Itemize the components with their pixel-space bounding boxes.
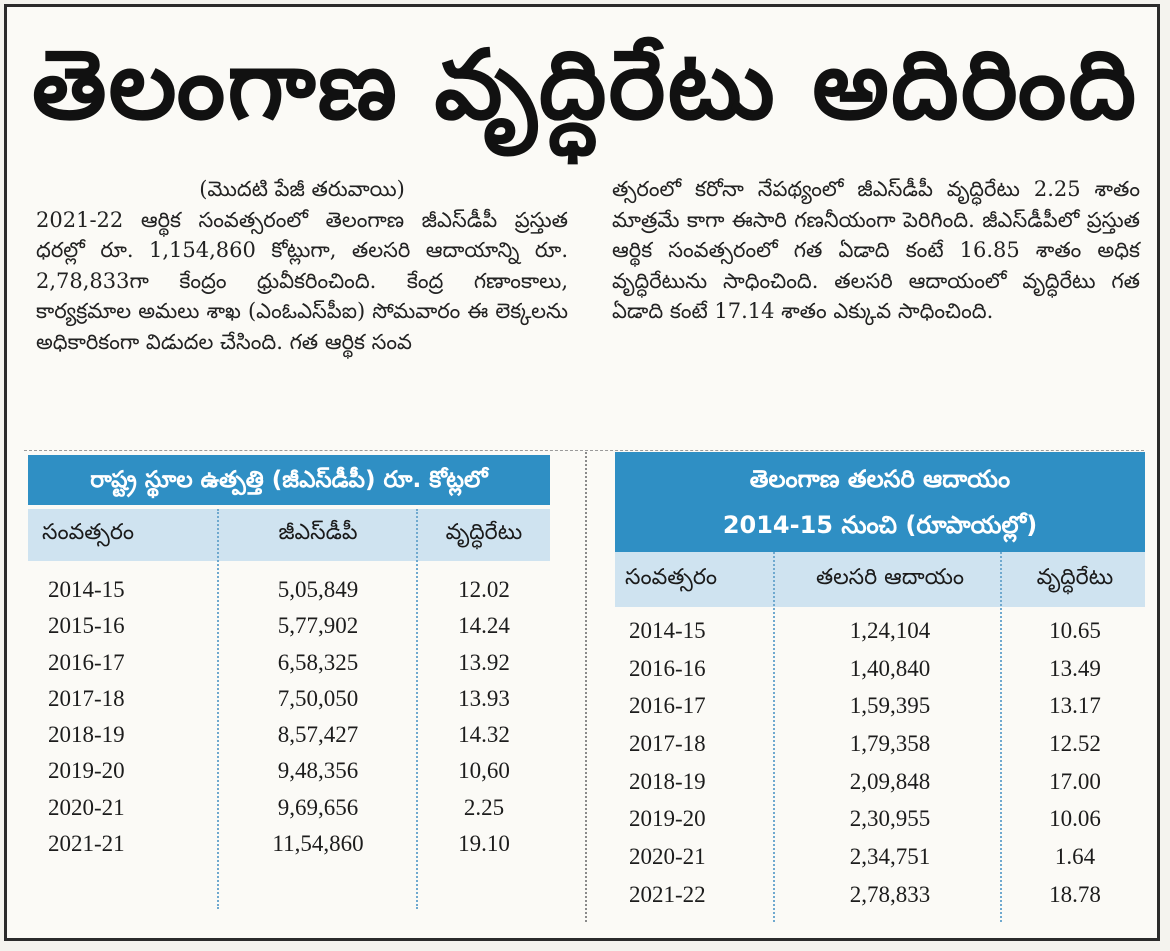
year-cell: 2018-19 bbox=[48, 722, 125, 748]
year-cell: 2021-22 bbox=[629, 881, 706, 907]
table-row: 2019-20 9,48,356 10,60 bbox=[28, 753, 550, 789]
article-right-text: త్సరంలో కరోనా నేపథ్యంలో జీఎస్‌డీపీ వృద్ధ… bbox=[612, 177, 1140, 323]
headline: తెలంగాణ వృద్ధిరేటు అదిరింది bbox=[31, 29, 1139, 141]
value-cell: 11,54,860 bbox=[272, 831, 364, 857]
value-cell: 6,58,325 bbox=[277, 649, 359, 675]
growth-cell: 13.17 bbox=[1049, 693, 1101, 719]
year-cell: 2017-18 bbox=[48, 685, 125, 711]
growth-cell: 13.93 bbox=[458, 685, 510, 711]
value-cell: 2,78,833 bbox=[849, 881, 931, 907]
table-row: 2014-15 1,24,104 10.65 bbox=[615, 612, 1145, 650]
growth-cell: 19.10 bbox=[458, 831, 510, 857]
per-capita-header-year: సంవత్సరం bbox=[625, 564, 718, 590]
value-cell: 2,09,848 bbox=[849, 768, 931, 794]
year-cell: 2018-19 bbox=[629, 768, 706, 794]
per-capita-column-separator bbox=[773, 552, 775, 922]
value-cell: 9,48,356 bbox=[277, 758, 359, 784]
article-column-right: త్సరంలో కరోనా నేపథ్యంలో జీఎస్‌డీపీ వృద్ధ… bbox=[612, 174, 1140, 327]
value-cell: 2,34,751 bbox=[849, 844, 931, 870]
value-cell: 5,77,902 bbox=[277, 613, 359, 639]
table-row: 2021-22 2,78,833 18.78 bbox=[615, 876, 1145, 914]
per-capita-table-title: తెలంగాణ తలసరి ఆదాయం 2014-15 నుంచి (రూపాయ… bbox=[615, 452, 1145, 552]
growth-cell: 14.32 bbox=[458, 722, 510, 748]
growth-cell: 1.64 bbox=[1054, 844, 1096, 870]
column-divider bbox=[585, 452, 587, 922]
table-row: 2015-16 5,77,902 14.24 bbox=[28, 608, 550, 644]
growth-cell: 14.24 bbox=[458, 613, 510, 639]
value-cell: 7,50,050 bbox=[277, 685, 359, 711]
year-cell: 2020-21 bbox=[629, 844, 706, 870]
per-capita-header-income: తలసరి ఆదాయం bbox=[815, 564, 965, 590]
article-left-text: 2021-22 ఆర్థిక సంవత్సరంలో తెలంగాణ జీఎస్‌… bbox=[36, 207, 568, 354]
growth-cell: 13.92 bbox=[458, 649, 510, 675]
per-capita-table-header: సంవత్సరం తలసరి ఆదాయం వృద్ధిరేటు bbox=[615, 552, 1145, 607]
growth-cell: 18.78 bbox=[1049, 881, 1101, 907]
table-row: 2016-17 6,58,325 13.92 bbox=[28, 645, 550, 681]
growth-cell: 10.06 bbox=[1049, 806, 1101, 832]
year-cell: 2015-16 bbox=[48, 613, 125, 639]
gsdp-column-separator bbox=[217, 509, 219, 909]
table-row: 2018-19 2,09,848 17.00 bbox=[615, 763, 1145, 801]
value-cell: 1,79,358 bbox=[849, 731, 931, 757]
table-row: 2020-21 9,69,656 2.25 bbox=[28, 790, 550, 826]
gsdp-table-body: 2014-15 5,05,849 12.02 2015-16 5,77,902 14.24… bbox=[28, 572, 550, 862]
table-row: 2017-18 1,79,358 12.52 bbox=[615, 725, 1145, 763]
value-cell: 1,40,840 bbox=[849, 655, 931, 681]
growth-cell: 10.65 bbox=[1049, 618, 1101, 643]
year-cell: 2017-18 bbox=[629, 731, 706, 757]
per-capita-column-separator bbox=[1000, 552, 1002, 922]
gsdp-table-title: రాష్ట్ర స్థూల ఉత్పత్తి (జీఎస్‌డీపీ) రూ. … bbox=[28, 455, 550, 505]
table-row: 2017-18 7,50,050 13.93 bbox=[28, 681, 550, 717]
growth-cell: 12.52 bbox=[1049, 731, 1101, 757]
article-column-left: (మొదటి పేజీ తరువాయి) 2021-22 ఆర్థిక సంవత… bbox=[36, 174, 568, 357]
value-cell: 1,59,395 bbox=[849, 693, 931, 719]
year-cell: 2019-20 bbox=[48, 758, 125, 784]
table-row: 2014-15 5,05,849 12.02 bbox=[28, 572, 550, 608]
per-capita-title-line2: 2014-15 నుంచి (రూపాయల్లో) bbox=[722, 511, 1038, 539]
year-cell: 2014-15 bbox=[629, 618, 706, 643]
table-row: 2020-21 2,34,751 1.64 bbox=[615, 838, 1145, 876]
value-cell: 9,69,656 bbox=[277, 794, 359, 820]
table-row: 2018-19 8,57,427 14.32 bbox=[28, 717, 550, 753]
value-cell: 5,05,849 bbox=[277, 577, 359, 602]
section-divider bbox=[24, 450, 1144, 451]
growth-cell: 12.02 bbox=[458, 577, 510, 602]
gsdp-table-header: సంవత్సరం జీఎస్‌డీపీ వృద్ధిరేటు bbox=[28, 509, 550, 561]
table-row: 2019-20 2,30,955 10.06 bbox=[615, 800, 1145, 838]
growth-cell: 10,60 bbox=[458, 758, 510, 784]
gsdp-header-value: జీఎస్‌డీపీ bbox=[278, 520, 358, 545]
value-cell: 2,30,955 bbox=[849, 806, 931, 832]
value-cell: 8,57,427 bbox=[277, 722, 359, 748]
gsdp-header-growth: వృద్ధిరేటు bbox=[445, 520, 523, 545]
per-capita-table-body: 2014-15 1,24,104 10.65 2016-16 1,40,840 13.49… bbox=[615, 612, 1145, 914]
growth-cell: 17.00 bbox=[1049, 768, 1101, 794]
year-cell: 2020-21 bbox=[48, 794, 125, 820]
year-cell: 2019-20 bbox=[629, 806, 706, 832]
year-cell: 2016-17 bbox=[629, 693, 706, 719]
growth-cell: 2.25 bbox=[463, 794, 505, 820]
gsdp-header-year: సంవత్సరం bbox=[42, 520, 135, 545]
table-row: 2016-16 1,40,840 13.49 bbox=[615, 650, 1145, 688]
table-row: 2021-21 11,54,860 19.10 bbox=[28, 826, 550, 862]
value-cell: 1,24,104 bbox=[849, 618, 931, 643]
year-cell: 2016-16 bbox=[629, 655, 706, 681]
table-row: 2016-17 1,59,395 13.17 bbox=[615, 687, 1145, 725]
article-subhead: (మొదటి పేజీ తరువాయి) bbox=[199, 177, 405, 201]
year-cell: 2021-21 bbox=[48, 831, 125, 857]
growth-cell: 13.49 bbox=[1049, 655, 1101, 681]
gsdp-column-separator bbox=[416, 509, 418, 909]
year-cell: 2014-15 bbox=[48, 577, 125, 602]
per-capita-title-line1: తెలంగాణ తలసరి ఆదాయం bbox=[749, 465, 1011, 493]
year-cell: 2016-17 bbox=[48, 649, 125, 675]
per-capita-header-growth: వృద్ధిరేటు bbox=[1036, 564, 1114, 590]
